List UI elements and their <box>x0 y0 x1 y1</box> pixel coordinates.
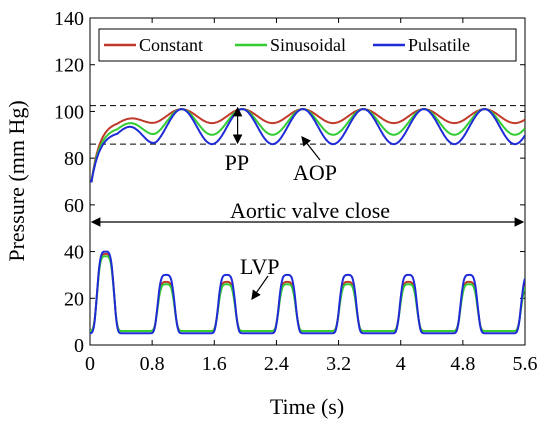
x-tick-label: 1.6 <box>202 353 227 375</box>
legend-label-sinusoidal: Sinusoidal <box>270 35 346 55</box>
x-tick-label: 3.2 <box>326 353 351 375</box>
valve-label: Aortic valve close <box>230 198 390 223</box>
lvp-label: LVP <box>240 254 280 279</box>
y-axis-title: Pressure (mm Hg) <box>4 100 29 261</box>
aop-arrow <box>301 136 321 161</box>
series-aop-pulsatile <box>90 108 525 183</box>
series-lvp-pulsatile <box>90 250 525 335</box>
pp-label: PP <box>225 150 249 175</box>
y-tick-label: 0 <box>74 335 84 357</box>
x-tick-label: 2.4 <box>264 353 289 375</box>
y-tick-label: 60 <box>64 195 84 217</box>
legend-label-pulsatile: Pulsatile <box>408 35 470 55</box>
legend-box <box>98 28 517 62</box>
x-tick-label: 0 <box>85 353 95 375</box>
y-tick-label: 80 <box>64 148 84 170</box>
lvp-arrow <box>251 275 269 300</box>
aop-label: AOP <box>293 160 337 185</box>
x-tick-label: 4 <box>396 353 406 375</box>
x-tick-label: 4.8 <box>450 353 475 375</box>
y-tick-label: 140 <box>54 8 84 30</box>
y-tick-label: 100 <box>54 101 84 123</box>
legend: Constant Sinusoidal Pulsatile <box>98 28 517 62</box>
legend-label-constant: Constant <box>139 35 203 55</box>
series-lvp-sinusoidal <box>90 255 525 332</box>
x-axis-title: Time (s) <box>270 394 344 419</box>
y-tick-label: 20 <box>64 288 84 310</box>
x-tick-label: 5.6 <box>513 353 538 375</box>
y-tick-label: 40 <box>64 242 84 264</box>
y-tick-label: 120 <box>54 55 84 77</box>
x-tick-label: 0.8 <box>140 353 165 375</box>
